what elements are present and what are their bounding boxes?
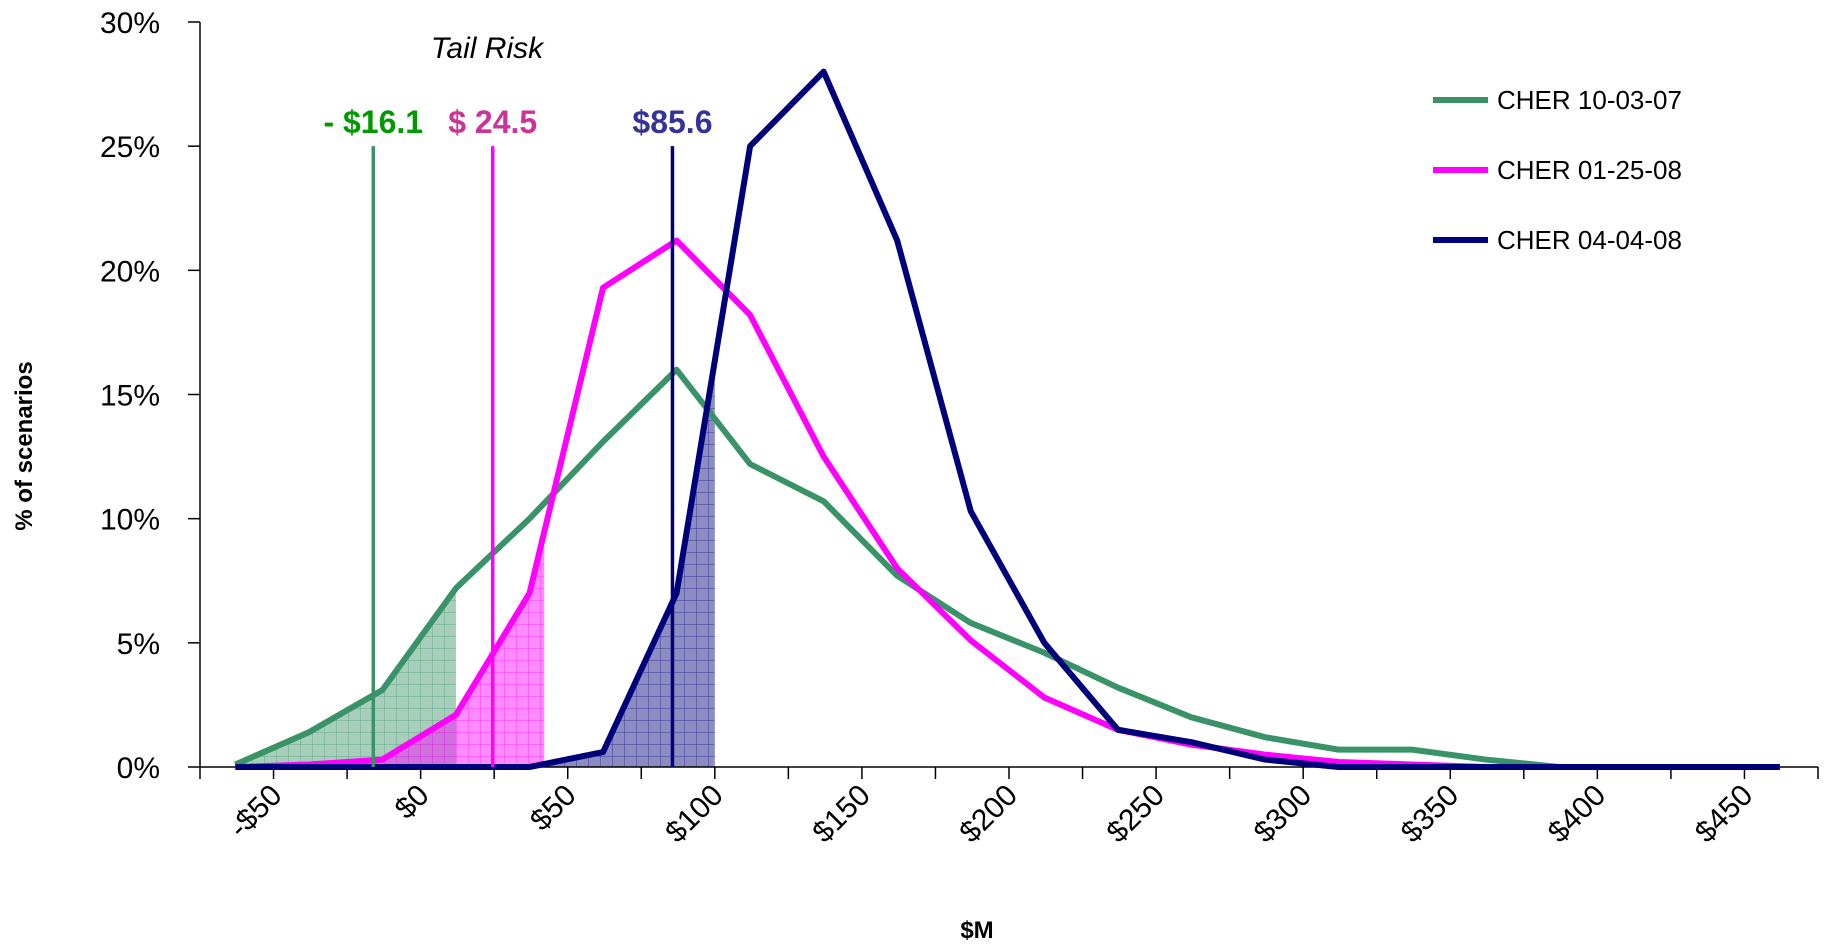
- y-tick-label: 20%: [100, 255, 160, 288]
- x-tick-label: $300: [1248, 779, 1319, 850]
- y-axis-title: % of scenarios: [11, 361, 38, 530]
- x-tick-label: $0: [389, 779, 436, 826]
- y-tick-label: 5%: [117, 628, 160, 661]
- y-tick-label: 30%: [100, 7, 160, 40]
- tail-shading: [235, 588, 456, 767]
- x-tick-label: $450: [1689, 779, 1760, 850]
- tail-shading: [235, 532, 545, 767]
- series-line: [235, 237, 1780, 770]
- x-axis-title: $M: [960, 917, 993, 944]
- y-tick-label: 0%: [117, 752, 160, 785]
- legend: CHER 10-03-07 CHER 01-25-08 CHER 04-04-08: [1433, 85, 1682, 255]
- x-tick-label: $200: [953, 779, 1024, 850]
- legend-label: CHER 01-25-08: [1497, 155, 1682, 185]
- markers-group: - $16.1 $ 24.5 $85.6: [323, 104, 712, 767]
- x-tick-label: $250: [1101, 779, 1172, 850]
- marker-label: $ 24.5: [448, 104, 537, 140]
- legend-label: CHER 04-04-08: [1497, 225, 1682, 255]
- x-ticks-group: -$50 $0 $50 $100 $150 $200 $250 $300 $350 $400 $45…: [199, 767, 1819, 850]
- x-tick-label: $100: [659, 779, 730, 850]
- tail-shading: [235, 360, 715, 767]
- tail-shading-group: [235, 360, 715, 767]
- marker-label: - $16.1: [323, 104, 423, 140]
- y-tick-label: 10%: [100, 504, 160, 537]
- y-ticks-group: 0% 5% 10% 15% 20% 25% 30%: [100, 7, 200, 785]
- legend-label: CHER 10-03-07: [1497, 85, 1682, 115]
- annotation-tail-risk: Tail Risk: [431, 32, 545, 65]
- x-tick-label: -$50: [223, 779, 289, 845]
- y-tick-label: 15%: [100, 380, 160, 413]
- x-tick-label: $150: [806, 779, 877, 850]
- x-tick-label: $350: [1395, 779, 1466, 850]
- marker-label: $85.6: [632, 104, 712, 140]
- y-tick-label: 25%: [100, 131, 160, 164]
- x-tick-label: $400: [1542, 779, 1613, 850]
- x-tick-label: $50: [524, 779, 583, 838]
